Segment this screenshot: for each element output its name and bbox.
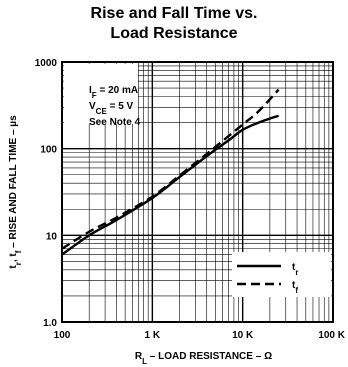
legend-label-sub: r [295,268,298,277]
condition-main: I [89,85,92,96]
x-axis-label-rest: – LOAD RESISTANCE – Ω [147,351,272,362]
y-axis-label-rest: – RISE AND FALL TIME – µs [8,115,19,251]
legend-label-main: t [292,262,296,273]
chart-title: Rise and Fall Time vs. Load Resistance [0,4,348,44]
y-tick-label: 1.0 [43,318,57,329]
y-tick-label: 100 [40,145,57,156]
x-tick-label: 100 K [318,330,345,341]
series-line-tf [61,88,280,250]
legend-label-main: t [292,280,296,291]
conditions-panel [64,64,138,124]
x-axis-label-sub: L [142,357,147,366]
legend-label-tr: tr [292,262,298,277]
condition-sub: F [92,91,97,100]
y-axis-label-sub-f: f [14,250,23,253]
chart-title-line-1: Rise and Fall Time vs. [90,5,258,22]
x-axis-label-main: R [135,351,143,362]
x-tick-label: 10 K [232,330,254,341]
y-axis-label-sub-r: r [14,262,23,265]
condition-line: IF = 20 mA [89,85,138,100]
x-axis-label: RL – LOAD RESISTANCE – Ω [135,351,272,366]
series-line-tr [61,114,280,256]
y-axis-label-t2: , t [8,253,19,263]
legend-label-sub: f [295,286,298,295]
y-tick-label: 1000 [35,58,58,69]
y-axis-label-t: t [8,265,19,269]
y-tick-label: 10 [46,231,58,242]
legend-label-tf: tf [292,280,298,295]
y-axis-label: tr, tf – RISE AND FALL TIME – µs [8,115,23,269]
x-tick-label: 100 [54,330,71,341]
legend-panel [232,252,331,297]
condition-rest: = 5 V [107,101,134,112]
condition-line: See Note 4 [89,117,141,128]
plot-frame [61,61,334,323]
condition-main: V [89,101,96,112]
condition-rest: = 20 mA [97,85,138,96]
x-tick-label: 1 K [145,330,161,341]
chart-title-line-2: Load Resistance [110,25,238,42]
condition-main: See Note 4 [89,117,141,128]
condition-line: VCE = 5 V [89,101,134,116]
condition-sub: CE [96,107,108,116]
